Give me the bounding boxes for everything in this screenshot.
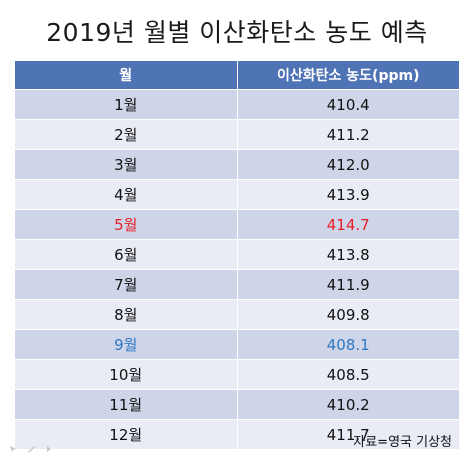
table-row-min: 9월 408.1 [15,330,459,360]
slide-controls [8,444,54,454]
month-cell: 10월 [109,366,143,384]
month-cell: 5월 [114,216,138,234]
table-row: 12월 411.7 [15,420,459,450]
pointer-icon[interactable] [8,444,18,454]
value-cell: 411.9 [236,270,460,299]
table-row-max: 5월 414.7 [15,210,459,240]
table-row: 4월 413.9 [15,180,459,210]
header-month: 월 [119,68,133,84]
month-cell: 2월 [114,126,138,144]
table-row: 7월 411.9 [15,270,459,300]
value-cell: 411.7 [236,420,460,449]
value-cell: 410.2 [236,390,460,419]
table-row: 10월 408.5 [15,360,459,390]
table-row: 1월 410.4 [15,90,459,120]
month-cell: 9월 [114,336,138,354]
source-caption: 자료=영국 기상청 [353,435,452,450]
month-cell: 6월 [114,246,138,264]
page-title: 2019년 월별 이산화탄소 농도 예측 [46,18,428,47]
table-row: 2월 411.2 [15,120,459,150]
month-cell: 1월 [114,96,138,114]
co2-table: 월 이산화탄소 농도(ppm) 1월 410.4 2월 411.2 3월 412… [15,60,459,450]
value-cell: 413.8 [236,240,460,269]
month-cell: 8월 [114,306,138,324]
table-row: 11월 410.2 [15,390,459,420]
value-cell: 410.4 [236,90,460,119]
value-cell: 409.8 [236,300,460,329]
month-cell: 7월 [114,276,138,294]
month-cell: 3월 [114,156,138,174]
month-cell: 11월 [109,396,143,414]
value-cell: 408.5 [236,360,460,389]
value-cell: 413.9 [236,180,460,209]
value-cell: 412.0 [236,150,460,179]
value-cell: 411.2 [236,120,460,149]
month-cell: 4월 [114,186,138,204]
month-cell: 12월 [109,426,143,444]
forward-icon[interactable] [44,444,54,454]
table-row: 6월 413.8 [15,240,459,270]
value-cell: 408.1 [236,330,460,359]
header-concentration: 이산화탄소 농도(ppm) [236,61,460,89]
table-row: 3월 412.0 [15,150,459,180]
table-row: 8월 409.8 [15,300,459,330]
table-header-row: 월 이산화탄소 농도(ppm) [15,61,459,90]
value-cell: 414.7 [236,210,460,239]
pen-icon[interactable] [26,444,36,454]
